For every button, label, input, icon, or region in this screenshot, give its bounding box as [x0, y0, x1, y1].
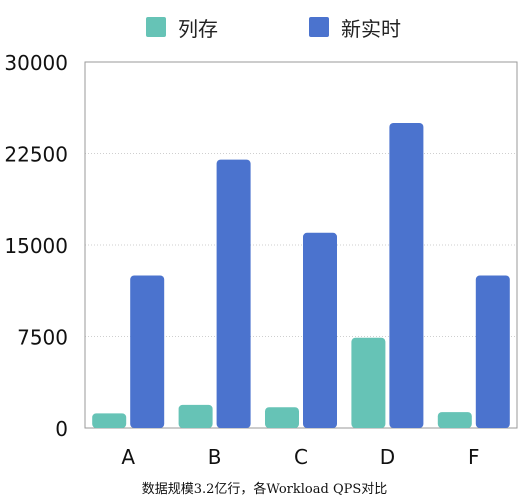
chart-caption: 数据规模3.2亿行，各Workload QPS对比: [141, 482, 388, 497]
bar-columnar-f: [437, 412, 472, 428]
legend-swatch-columnar: [146, 17, 166, 37]
legend-label-realtime: 新实时: [341, 16, 401, 41]
bar-columnar-c: [265, 407, 299, 428]
legend: 列存 新实时: [0, 13, 529, 41]
x-tick-label: D: [380, 445, 395, 469]
y-tick-label: 30000: [4, 51, 68, 75]
bar-realtime-f: [475, 275, 510, 428]
bar-realtime-c: [303, 232, 337, 428]
legend-item-realtime: 新实时: [309, 13, 401, 41]
x-tick-label: F: [468, 445, 480, 469]
x-tick-label: B: [208, 445, 222, 469]
legend-item-columnar: 列存: [146, 13, 218, 41]
legend-label-columnar: 列存: [178, 16, 218, 41]
y-tick-label: 15000: [4, 234, 68, 258]
x-tick-label: A: [121, 445, 135, 469]
x-tick-label: C: [294, 445, 308, 469]
bar-columnar-a: [92, 413, 127, 428]
bar-columnar-b: [178, 404, 213, 428]
y-tick-label: 7500: [17, 326, 68, 350]
y-tick-label: 0: [55, 417, 68, 441]
bar-realtime-b: [216, 159, 251, 428]
legend-swatch-realtime: [309, 17, 329, 37]
bar-realtime-a: [130, 275, 165, 428]
y-tick-label: 22500: [4, 143, 68, 167]
bar-realtime-d: [389, 123, 424, 428]
plot-frame: [84, 61, 518, 429]
bar-columnar-d: [351, 337, 386, 428]
